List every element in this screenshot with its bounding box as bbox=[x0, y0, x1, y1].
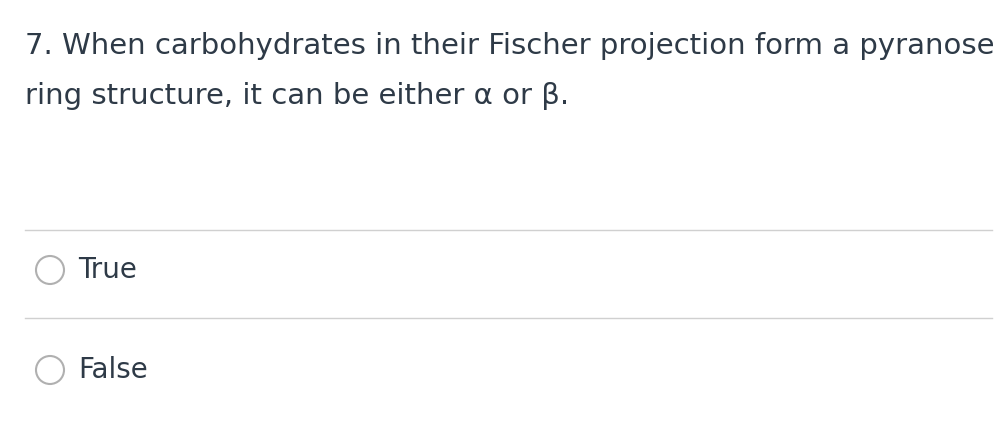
Text: True: True bbox=[78, 256, 137, 284]
Text: 7. When carbohydrates in their Fischer projection form a pyranose: 7. When carbohydrates in their Fischer p… bbox=[25, 32, 995, 60]
Text: False: False bbox=[78, 356, 147, 384]
Text: ring structure, it can be either α or β.: ring structure, it can be either α or β. bbox=[25, 82, 569, 110]
